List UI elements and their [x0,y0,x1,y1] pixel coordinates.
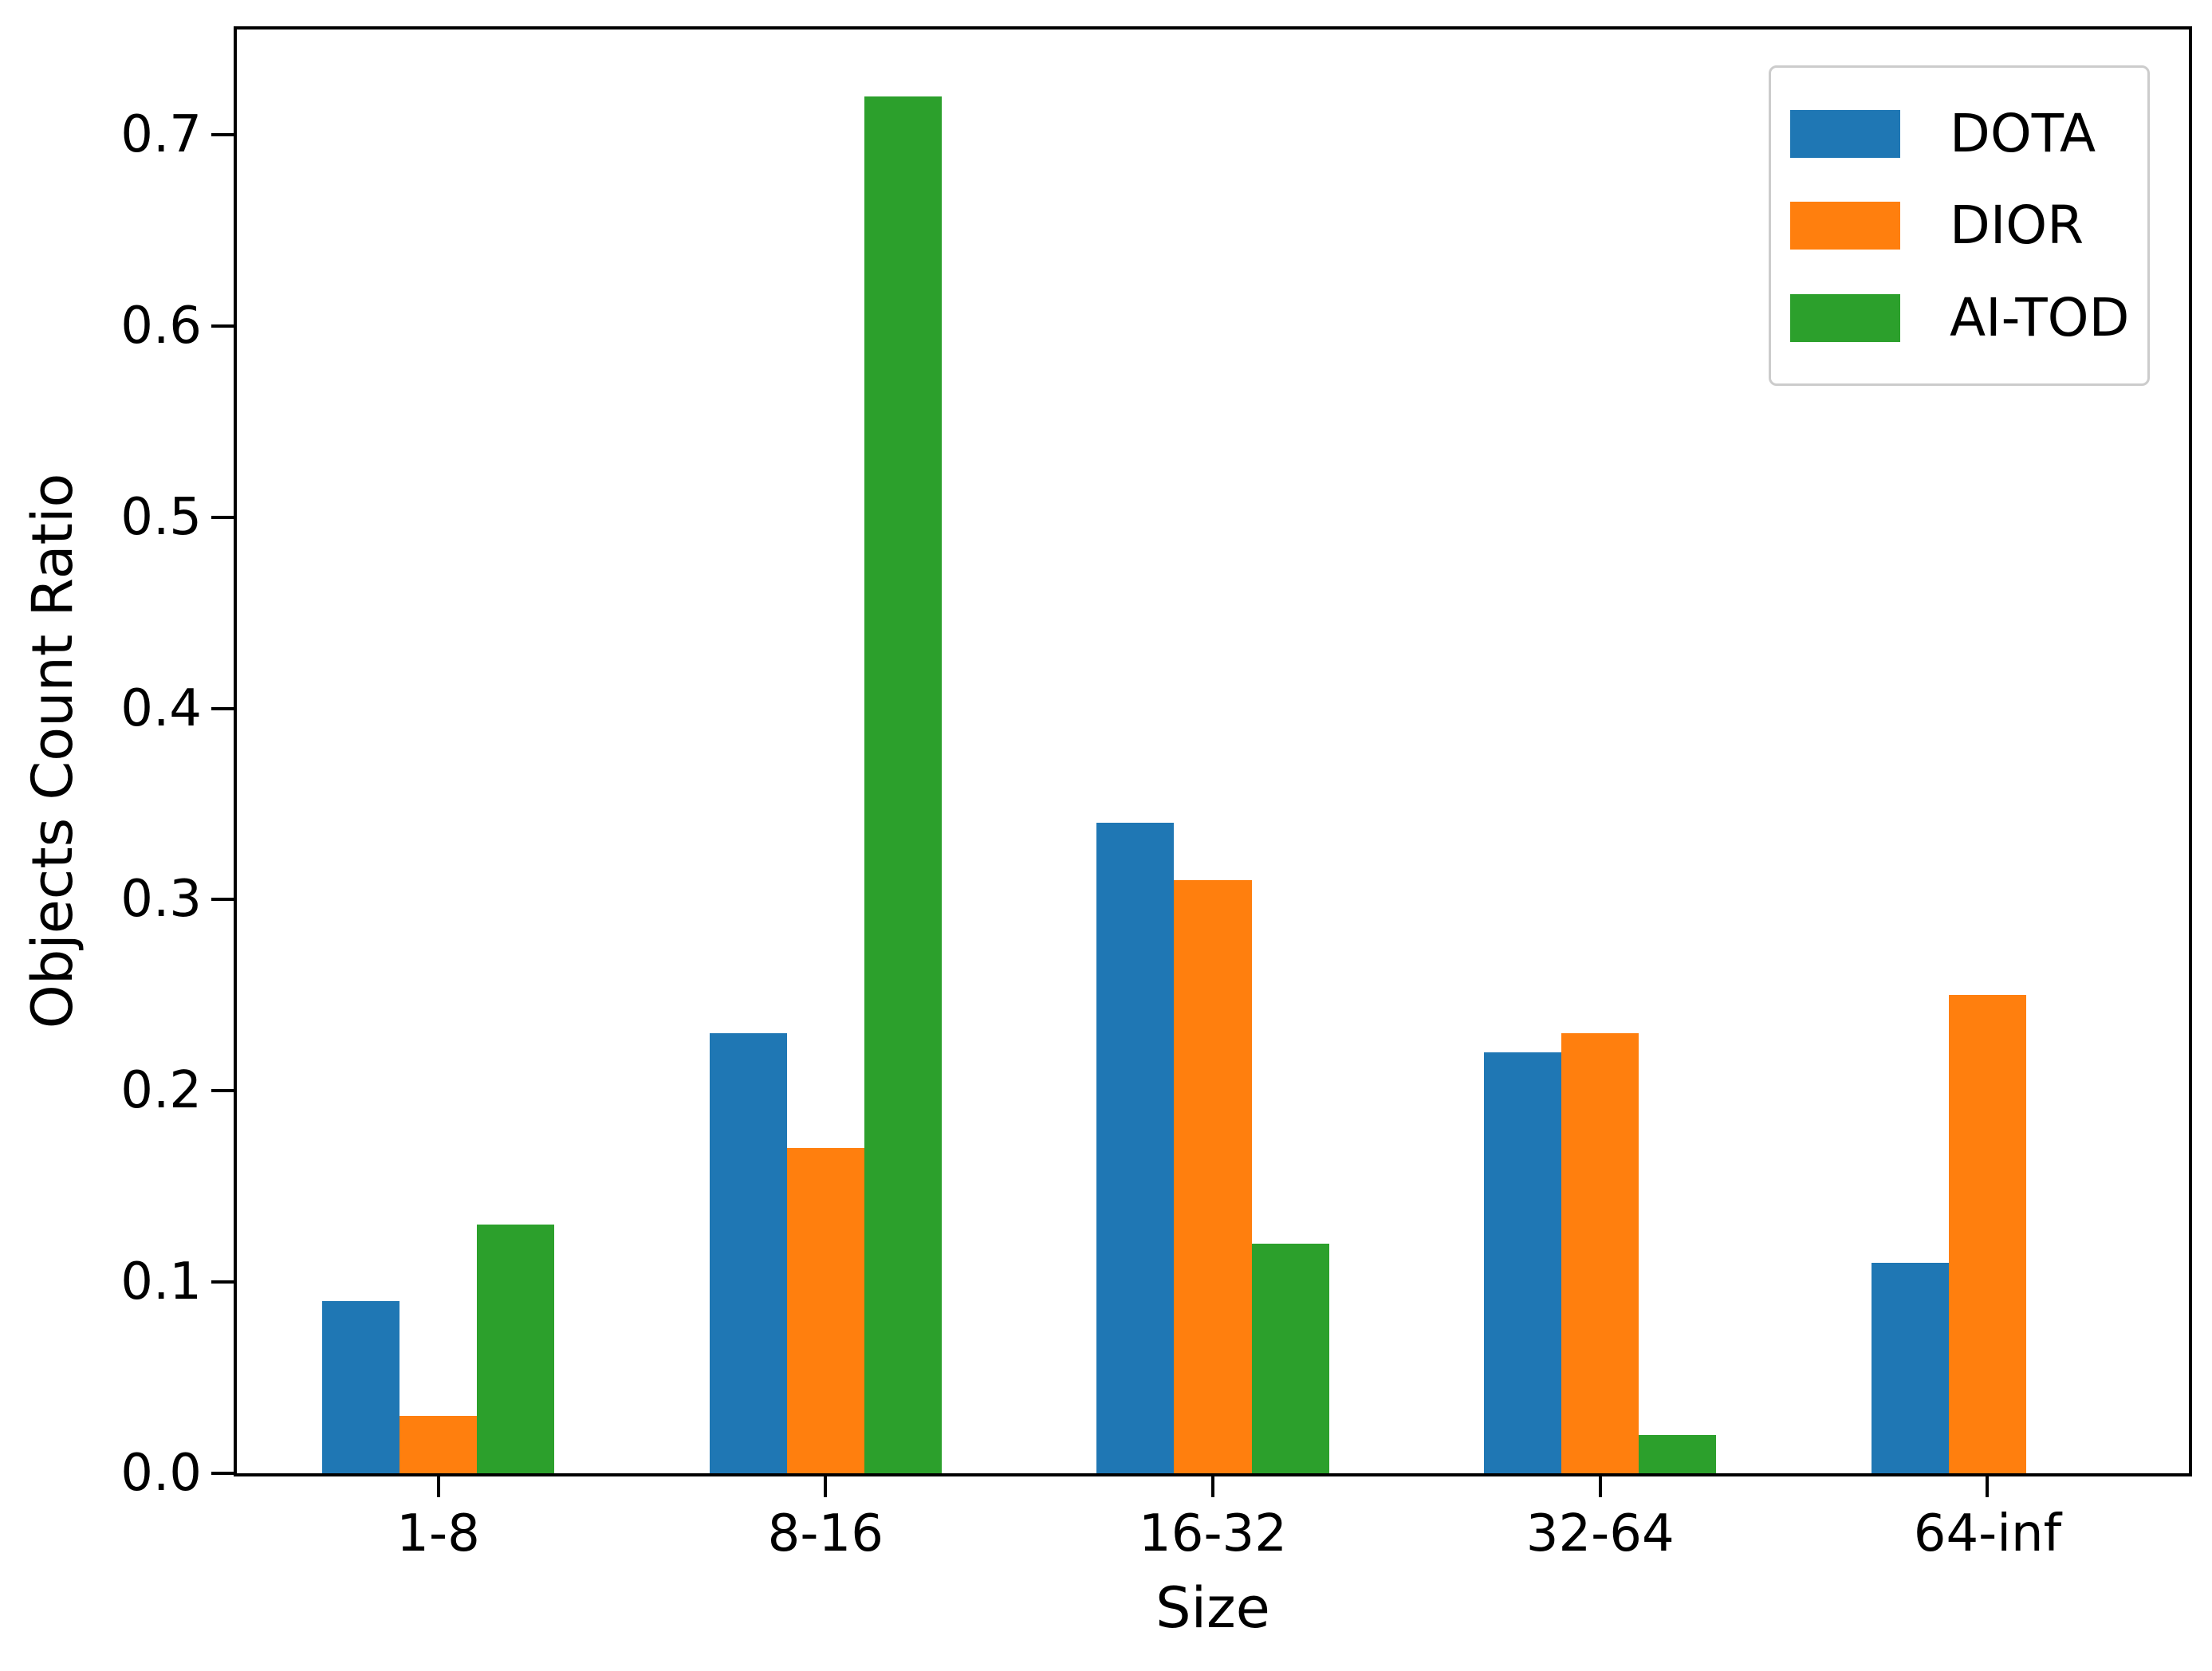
y-tick-mark [211,1280,234,1284]
bar-dior-16-32 [1174,880,1252,1473]
y-tick-label: 0.6 [120,296,202,356]
bar-dota-32-64 [1484,1052,1562,1473]
bar-dior-1-8 [399,1416,478,1473]
x-tick-mark [1211,1476,1214,1497]
legend-row: AI-TOD [1790,286,2147,348]
y-axis-label: Objects Count Ratio [20,473,85,1029]
legend-swatch-ai-tod [1790,293,1900,342]
y-tick-mark [211,1089,234,1093]
bar-dota-1-8 [321,1301,399,1473]
y-tick-mark [211,1472,234,1475]
x-axis-label: Size [1155,1575,1270,1641]
bar-ai-tod-1-8 [477,1225,555,1473]
bar-dior-64-inf [1948,995,2026,1473]
legend-swatch-dior [1790,202,1900,250]
legend-row: DIOR [1790,199,2147,252]
legend-swatch-dota [1790,109,1900,158]
y-tick-label: 0.0 [120,1444,202,1503]
x-tick-mark [1598,1476,1602,1497]
legend-row: DOTA [1790,102,2147,164]
y-tick-label: 0.7 [120,104,202,164]
legend-label: DIOR [1950,195,2084,256]
y-tick-mark [211,132,234,136]
bar-dota-8-16 [709,1033,787,1473]
x-tick-label: 16-32 [1139,1504,1287,1563]
bar-dota-64-inf [1871,1263,1949,1473]
x-tick-label: 1-8 [396,1504,480,1563]
bar-ai-tod-16-32 [1251,1244,1329,1473]
bar-dior-32-64 [1561,1033,1639,1473]
x-tick-label: 32-64 [1525,1504,1675,1563]
x-tick-label: 64-inf [1913,1504,2062,1563]
y-tick-label: 0.4 [120,678,202,738]
legend: DOTA DIOR AI-TOD [1769,65,2150,386]
y-tick-mark [211,515,234,519]
bar-ai-tod-32-64 [1639,1435,1717,1473]
y-tick-label: 0.5 [120,487,202,547]
x-tick-mark [824,1476,828,1497]
legend-label: DOTA [1950,102,2096,164]
bar-dior-8-16 [786,1148,864,1473]
y-tick-label: 0.2 [120,1061,202,1121]
x-tick-label: 8-16 [767,1504,884,1563]
x-tick-mark [1986,1476,1990,1497]
y-tick-mark [211,898,234,902]
y-tick-mark [211,706,234,710]
bar-dota-16-32 [1096,823,1175,1473]
y-tick-label: 0.1 [120,1252,202,1312]
y-tick-mark [211,324,234,328]
legend-label: AI-TOD [1950,286,2130,348]
bar-ai-tod-8-16 [864,96,942,1473]
y-tick-label: 0.3 [120,870,202,930]
x-tick-mark [436,1476,440,1497]
